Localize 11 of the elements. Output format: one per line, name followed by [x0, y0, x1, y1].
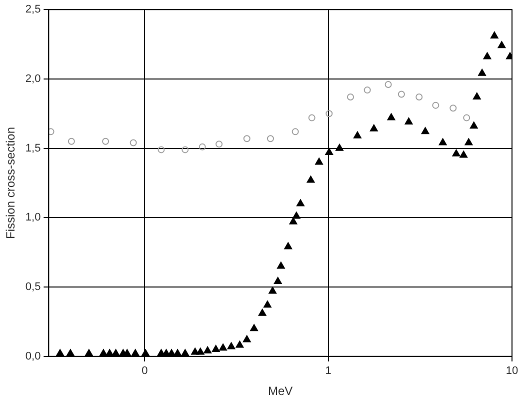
y-tick-label: 1,0	[25, 212, 41, 224]
y-tick-label: 2,5	[25, 4, 41, 16]
y-tick-label: 0,0	[25, 350, 41, 362]
y-axis-title: Fission cross-section	[4, 126, 18, 240]
x-axis-title: MeV	[268, 384, 293, 398]
y-tick-label: 1,5	[25, 142, 41, 154]
y-tick-label: 2,0	[25, 72, 41, 85]
x-tick-label: 1	[325, 365, 332, 378]
y-tick-label: 0,5	[25, 281, 41, 294]
x-tick-label: 0	[142, 365, 148, 378]
x-tick-label: 10	[506, 365, 518, 378]
